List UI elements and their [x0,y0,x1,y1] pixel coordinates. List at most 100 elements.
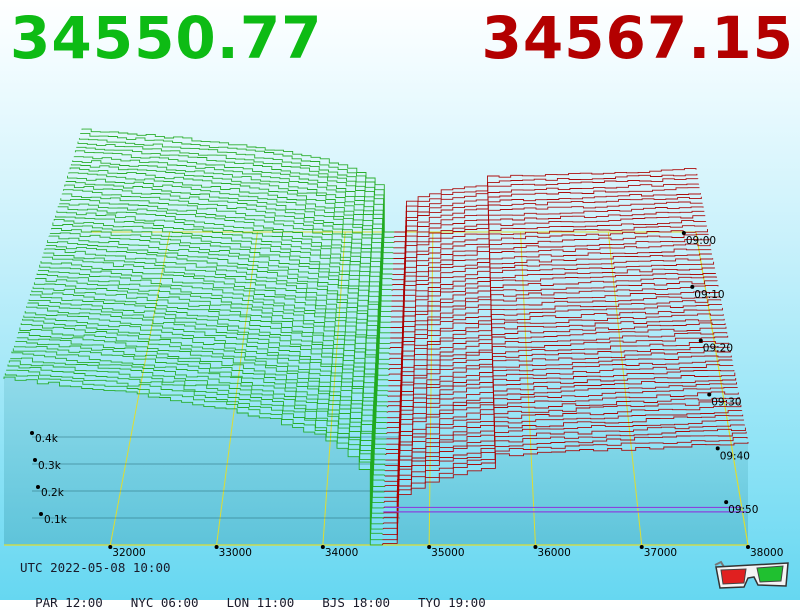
bid-depth-line-21 [53,218,390,344]
ask-depth-line-55 [382,424,745,525]
x-tick-label-35000: 35000 [431,547,464,559]
ask-depth-line-8 [392,206,704,275]
clock-tyo: TYO 19:00 [418,595,486,610]
ask-depth-line-32 [387,318,725,403]
bid-depth-line-55 [8,360,384,525]
bid-depth-line-58 [4,373,383,541]
x-tick-dot-37000 [639,545,644,549]
bid-depth-line-13 [64,184,392,302]
bid-depth-line-11 [67,175,393,291]
time-tick-dot-0 [681,231,686,235]
bid-depth-line-3 [77,141,394,249]
bid-depth-line-53 [11,351,384,514]
ask-depth-line-5 [393,193,701,259]
ask-depth-line-53 [383,414,744,514]
ask-depth-line-18 [390,253,712,328]
bid-depth-line-43 [24,311,386,461]
time-tick-dot-1 [690,284,695,289]
ask-depth-line-22 [389,273,716,349]
bid-depth-line-54 [10,357,384,519]
x-gridline-36000 [520,231,536,546]
ask-depth-line-36 [386,335,729,424]
x-gridline-32000 [109,231,171,546]
time-tick-label-5: 09:50 [728,504,758,516]
time-tick-label-4: 09:40 [720,450,750,462]
depth-lines [3,128,749,546]
bid-depth-line-42 [26,306,386,456]
x-tick-dot-36000 [533,545,538,549]
clock-nyc: NYC 06:00 [130,595,199,610]
bid-depth-line-26 [47,240,390,371]
ask-depth-line-16 [390,243,711,318]
ask-depth-line-56 [382,427,746,530]
ask-depth-line-25 [389,285,719,366]
ask-depth-line-0 [394,168,697,233]
ask-depth-line-51 [383,404,742,503]
ask-depth-line-43 [385,369,735,461]
time-tick-dot-4 [715,446,720,451]
ask-depth-line-6 [393,196,702,265]
ask-depth-line-30 [388,307,723,392]
x-tick-label-32000: 32000 [112,547,145,559]
ask-depth-line-48 [384,391,739,487]
ask-depth-line-40 [386,355,732,445]
time-tick-dot-5 [724,500,729,505]
ask-depth-line-59 [381,442,749,546]
bid-depth-line-10 [68,172,393,286]
x-tick-dot-35000 [427,545,432,549]
x-tick-label-38000: 38000 [750,547,783,559]
ask-depth-line-49 [384,397,740,493]
ask-depth-line-45 [385,378,737,472]
3d-glasses-icon[interactable] [712,559,792,591]
bid-depth-line-44 [23,315,386,466]
x-tick-label-36000: 36000 [537,547,570,559]
ask-depth-line-17 [390,248,712,323]
bid-depth-line-8 [70,164,393,275]
ask-depth-line-27 [388,296,721,376]
bid-depth-line-35 [35,278,388,419]
bid-depth-line-47 [19,327,386,482]
x-tick-dot-33000 [214,545,219,549]
bid-depth-line-4 [76,146,394,254]
bid-depth-line-57 [6,369,384,535]
bid-depth-line-12 [65,181,392,297]
time-tick-label-3: 09:30 [711,397,741,409]
ask-depth-line-35 [387,332,728,419]
bid-depth-line-23 [51,228,390,355]
bid-depth-line-16 [60,198,392,318]
ask-depth-line-2 [393,178,699,243]
z-tick-label-2: 0.3k [38,460,62,472]
ask-depth-line-47 [384,386,738,482]
bid-depth-line-9 [69,167,393,280]
bid-depth-line-50 [15,340,385,498]
ask-depth-line-33 [387,322,726,408]
ask-depth-line-39 [386,350,731,440]
z-tick-label-0: 0.1k [44,514,68,526]
x-tick-dot-38000 [746,545,750,549]
bid-depth-line-14 [63,189,392,307]
bid-depth-line-6 [73,156,393,265]
x-tick-dot-34000 [320,545,325,549]
bid-depth-line-24 [49,232,390,360]
clock-par: PAR 12:00 [35,595,103,610]
bid-depth-line-7 [72,160,393,270]
ask-depth-line-11 [391,220,707,291]
bid-depth-line-2 [78,138,394,244]
z-tick-label-1: 0.2k [41,487,65,499]
ask-depth-line-50 [384,400,741,498]
ask-depth-line-24 [388,280,718,360]
bid-depth-line-30 [41,256,389,392]
x-gridline-35000 [428,231,434,546]
time-tick-label-1: 09:10 [694,289,724,301]
bid-depth-line-1 [80,132,394,238]
time-tick-label-2: 09:20 [703,343,733,355]
bid-depth-line-46 [20,323,386,477]
clock-lon: LON 11:00 [226,595,295,610]
bid-depth-line-18 [57,206,391,328]
ask-depth-line-19 [390,258,714,334]
ask-depth-line-46 [384,382,737,477]
ask-depth-line-57 [382,431,747,535]
bid-depth-line-29 [43,252,389,387]
x-tick-label-34000: 34000 [325,547,358,559]
